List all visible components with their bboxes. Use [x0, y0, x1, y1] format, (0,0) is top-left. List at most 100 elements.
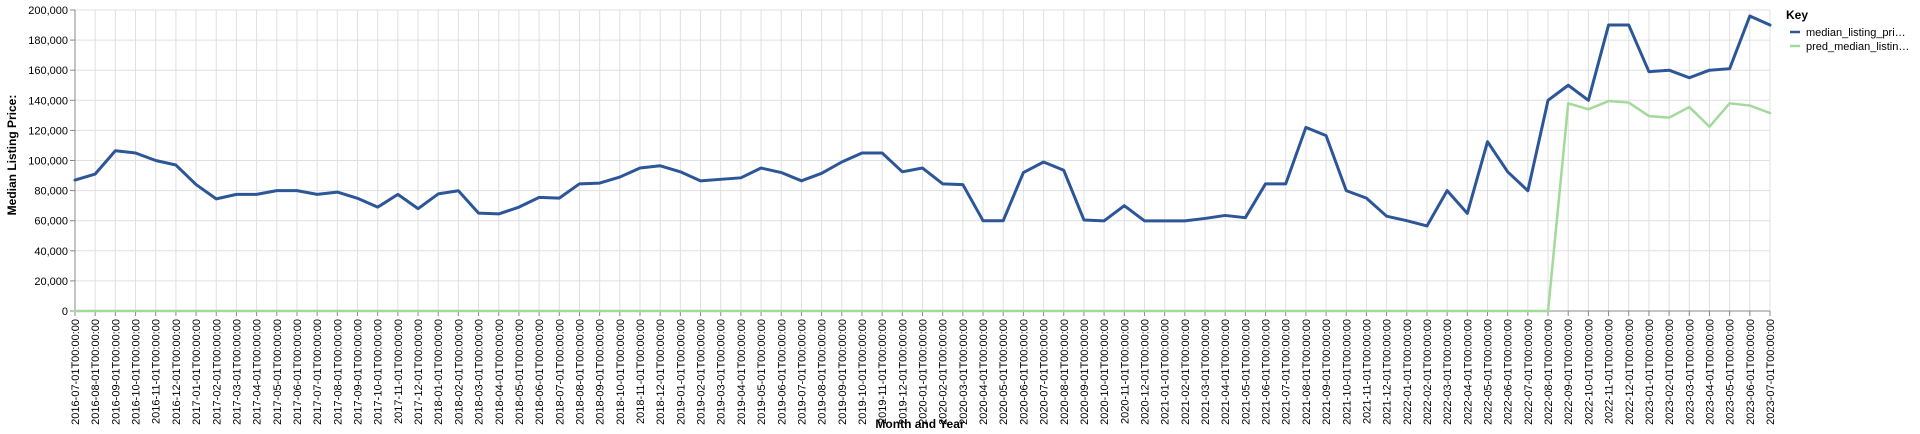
- x-tick-label: 2023-06-01T00:00:00: [1745, 319, 1757, 425]
- x-tick-label: 2017-06-01T00:00:00: [292, 319, 304, 425]
- y-axis-title: Median Listing Price:: [5, 95, 19, 216]
- x-tick-label: 2020-08-01T00:00:00: [1059, 319, 1071, 425]
- x-tick-label: 2019-02-01T00:00:00: [696, 319, 708, 425]
- y-tick-label: 20,000: [34, 276, 68, 288]
- x-tick-label: 2017-10-01T00:00:00: [373, 319, 385, 425]
- x-tick-label: 2017-04-01T00:00:00: [252, 319, 264, 425]
- x-tick-label: 2021-04-01T00:00:00: [1220, 319, 1232, 425]
- x-tick-label: 2020-12-01T00:00:00: [1139, 319, 1151, 425]
- x-tick-label: 2019-06-01T00:00:00: [776, 319, 788, 425]
- x-tick-label: 2017-01-01T00:00:00: [191, 319, 203, 425]
- x-tick-label: 2018-05-01T00:00:00: [514, 319, 526, 425]
- x-tick-label: 2021-09-01T00:00:00: [1321, 319, 1333, 425]
- x-tick-label: 2016-09-01T00:00:00: [110, 319, 122, 425]
- grid: [74, 9, 1771, 312]
- x-tick-label: 2022-12-01T00:00:00: [1624, 319, 1636, 425]
- x-tick-label: 2018-02-01T00:00:00: [453, 319, 465, 425]
- x-tick-label: 2019-11-01T00:00:00: [877, 319, 889, 424]
- x-tick-label: 2022-06-01T00:00:00: [1503, 319, 1515, 425]
- x-tick-label: 2019-10-01T00:00:00: [857, 319, 869, 425]
- x-tick-label: 2017-11-01T00:00:00: [393, 319, 405, 424]
- x-tick-label: 2017-02-01T00:00:00: [211, 319, 223, 425]
- x-axis-title: Month and Year: [875, 417, 964, 431]
- x-tick-label: 2020-10-01T00:00:00: [1099, 319, 1111, 425]
- x-tick-label: 2022-05-01T00:00:00: [1483, 319, 1495, 425]
- y-tick-label: 80,000: [34, 186, 68, 198]
- x-tick-label: 2018-12-01T00:00:00: [655, 319, 667, 425]
- x-tick-label: 2017-07-01T00:00:00: [312, 319, 324, 425]
- legend-label: pred_median_listin…: [1806, 41, 1909, 53]
- legend-title: Key: [1786, 8, 1808, 22]
- x-tick-label: 2021-11-01T00:00:00: [1361, 319, 1373, 424]
- x-tick-label: 2018-03-01T00:00:00: [474, 319, 486, 425]
- series-line-1: [73, 14, 1772, 228]
- series-line-2: [73, 99, 1772, 313]
- y-tick-label: 120,000: [28, 125, 68, 137]
- x-tick-label: 2021-12-01T00:00:00: [1382, 319, 1394, 425]
- x-tick-label: 2018-10-01T00:00:00: [615, 319, 627, 425]
- x-tick-label: 2019-09-01T00:00:00: [837, 319, 849, 425]
- x-tick-label: 2019-03-01T00:00:00: [716, 319, 728, 425]
- y-tick-label: 200,000: [28, 5, 68, 17]
- x-tick-label: 2018-11-01T00:00:00: [635, 319, 647, 424]
- x-tick-label: 2020-09-01T00:00:00: [1079, 319, 1091, 425]
- x-tick-label: 2017-03-01T00:00:00: [231, 319, 243, 425]
- x-tick-label: 2020-11-01T00:00:00: [1119, 319, 1131, 424]
- x-tick-label: 2022-01-01T00:00:00: [1402, 319, 1414, 425]
- x-tick-label: 2017-12-01T00:00:00: [413, 319, 425, 425]
- x-tick-label: 2017-09-01T00:00:00: [353, 319, 365, 425]
- x-tick-label: 2021-03-01T00:00:00: [1200, 319, 1212, 425]
- y-tick-label: 60,000: [34, 216, 68, 228]
- x-tick-label: 2020-04-01T00:00:00: [978, 319, 990, 425]
- x-tick-label: 2018-06-01T00:00:00: [534, 319, 546, 425]
- x-tick-label: 2023-05-01T00:00:00: [1725, 319, 1737, 425]
- x-tick-label: 2022-07-01T00:00:00: [1523, 319, 1535, 425]
- x-tick-label: 2020-06-01T00:00:00: [1018, 319, 1030, 425]
- x-tick-label: 2020-05-01T00:00:00: [998, 319, 1010, 425]
- x-tick-label: 2021-05-01T00:00:00: [1240, 319, 1252, 425]
- x-tick-label: 2021-08-01T00:00:00: [1301, 319, 1313, 425]
- x-tick-label: 2023-03-01T00:00:00: [1684, 319, 1696, 425]
- x-tick-label: 2020-03-01T00:00:00: [958, 319, 970, 425]
- x-tick-label: 2021-01-01T00:00:00: [1160, 319, 1172, 425]
- x-tick-label: 2022-10-01T00:00:00: [1583, 319, 1595, 425]
- legend: Key median_listing_pri… pred_median_listi…: [1786, 8, 1909, 53]
- x-tick-label: 2018-04-01T00:00:00: [494, 319, 506, 425]
- x-tick-label: 2017-05-01T00:00:00: [272, 319, 284, 425]
- x-tick-label: 2018-07-01T00:00:00: [554, 319, 566, 425]
- x-tick-label: 2021-07-01T00:00:00: [1281, 319, 1293, 425]
- x-tick-label: 2019-12-01T00:00:00: [897, 319, 909, 425]
- x-tick-label: 2016-10-01T00:00:00: [131, 319, 143, 425]
- x-tick-label: 2016-08-01T00:00:00: [90, 319, 102, 425]
- x-tick-label: 2018-08-01T00:00:00: [574, 319, 586, 425]
- y-tick-label: 160,000: [28, 65, 68, 77]
- series: [73, 14, 1772, 313]
- x-axis: 2016-07-01T00:00:00 2016-08-01T00:00:00 20…: [70, 310, 1777, 425]
- x-tick-label: 2020-01-01T00:00:00: [918, 319, 930, 425]
- x-tick-label: 2022-04-01T00:00:00: [1462, 319, 1474, 425]
- x-tick-label: 2023-04-01T00:00:00: [1704, 319, 1716, 425]
- y-axis: 0 20,000 40,000 60,000 80,000 100,000 120,000 1…: [28, 5, 76, 318]
- y-tick-label: 0: [62, 306, 68, 318]
- y-tick-label: 140,000: [28, 95, 68, 107]
- x-tick-label: 2021-10-01T00:00:00: [1341, 319, 1353, 425]
- x-tick-label: 2023-07-01T00:00:00: [1765, 319, 1777, 425]
- y-tick-label: 180,000: [28, 35, 68, 47]
- legend-items: median_listing_pri… pred_median_listin…: [1790, 27, 1909, 53]
- x-tick-label: 2016-07-01T00:00:00: [70, 319, 82, 425]
- x-tick-label: 2022-02-01T00:00:00: [1422, 319, 1434, 425]
- x-tick-label: 2016-11-01T00:00:00: [151, 319, 163, 424]
- x-tick-label: 2022-03-01T00:00:00: [1442, 319, 1454, 425]
- x-tick-label: 2019-01-01T00:00:00: [675, 319, 687, 425]
- legend-label: median_listing_pri…: [1806, 27, 1906, 39]
- x-tick-label: 2018-09-01T00:00:00: [595, 319, 607, 425]
- x-tick-label: 2019-04-01T00:00:00: [736, 319, 748, 425]
- x-tick-label: 2019-07-01T00:00:00: [796, 319, 808, 425]
- x-tick-label: 2022-08-01T00:00:00: [1543, 319, 1555, 425]
- x-tick-label: 2020-07-01T00:00:00: [1039, 319, 1051, 425]
- y-tick-label: 40,000: [34, 246, 68, 258]
- x-tick-label: 2018-01-01T00:00:00: [433, 319, 445, 425]
- x-tick-label: 2023-01-01T00:00:00: [1644, 319, 1656, 425]
